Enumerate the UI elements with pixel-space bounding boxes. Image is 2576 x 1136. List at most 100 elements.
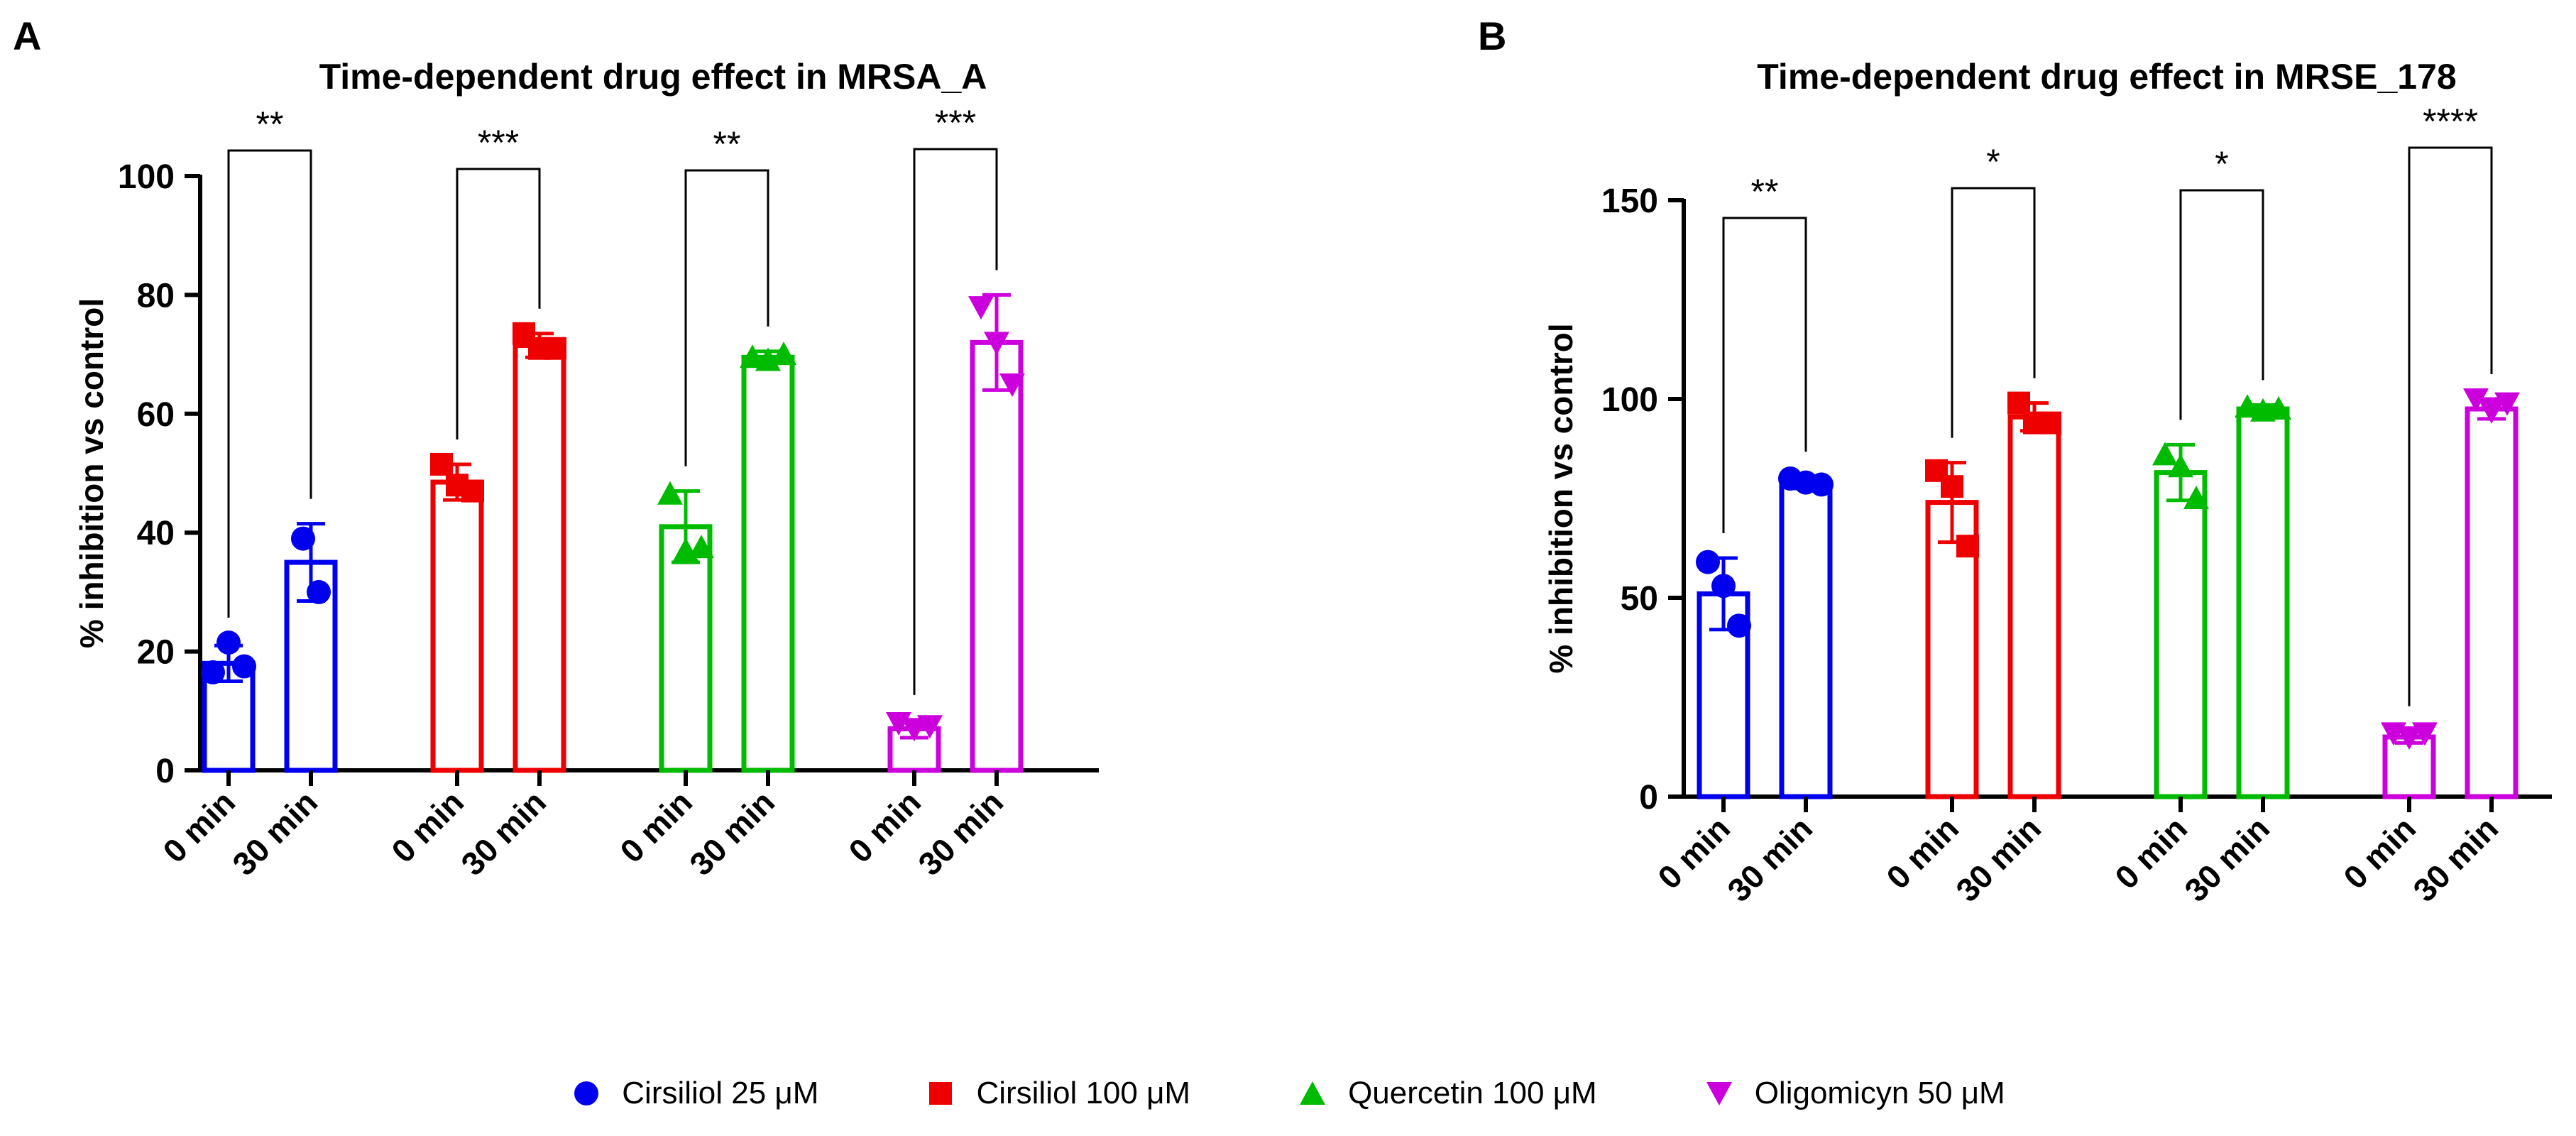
data-point (1809, 472, 1834, 497)
y-tick-label: 100 (118, 158, 175, 196)
data-point (984, 332, 1009, 356)
legend-label: Quercetin 100 μM (1348, 1076, 1597, 1110)
x-tick-label: 30 min (1949, 809, 2048, 909)
y-tick-label: 60 (137, 396, 175, 434)
data-point (886, 712, 911, 736)
legend-label: Cirsiliol 100 μM (976, 1076, 1191, 1110)
data-point (2494, 392, 2520, 416)
legend-item-cirsiliol-100: Cirsiliol 100 μM (925, 1076, 1190, 1111)
bar (513, 343, 566, 773)
x-tick-label: 30 min (682, 783, 782, 883)
data-point (232, 654, 256, 679)
bar (741, 354, 795, 773)
bar (2236, 406, 2290, 799)
square-marker-icon (929, 1082, 953, 1105)
legend-label: Cirsiliol 25 μM (622, 1076, 819, 1110)
significance-label: **** (2423, 102, 2478, 141)
data-point (217, 630, 241, 655)
data-point (2183, 486, 2209, 509)
bar (2465, 406, 2519, 799)
data-point (2039, 411, 2061, 435)
data-point (2479, 400, 2504, 424)
data-point (999, 373, 1025, 397)
legend-item-cirsiliol-25: Cirsiliol 25 μM (571, 1076, 818, 1111)
data-point (1711, 574, 1736, 599)
x-tick-label: 30 min (2177, 809, 2276, 909)
y-axis-label: % inhibition vs control (73, 298, 110, 648)
bar (430, 479, 484, 773)
y-tick-label: 80 (137, 277, 175, 315)
bar (970, 339, 1024, 773)
y-tick-label: 0 (155, 753, 175, 790)
data-point (430, 452, 453, 476)
y-tick-label: 40 (137, 515, 175, 552)
data-point (307, 579, 331, 604)
data-point (1727, 613, 1751, 638)
data-point (544, 337, 566, 360)
significance-bracket (456, 168, 541, 439)
data-point (2396, 726, 2422, 750)
data-point (968, 296, 994, 320)
triangle-up-marker-icon (1300, 1081, 1326, 1105)
y-tick-label: 20 (137, 634, 175, 672)
x-tick-label: 30 min (225, 783, 324, 883)
significance-label: ** (256, 104, 284, 144)
data-point (461, 479, 484, 503)
data-point (2412, 722, 2438, 746)
significance-label: ** (713, 124, 741, 164)
legend-item-quercetin-100: Quercetin 100 μM (1297, 1076, 1597, 1111)
bar (1779, 480, 1833, 799)
x-tick-label: 30 min (1720, 809, 1819, 909)
data-point (901, 718, 927, 742)
data-point (740, 344, 765, 368)
chart-title: Time-dependent drug effect in MRSA_A (319, 57, 987, 97)
legend-item-oligomicyn-50: Oligomicyn 50 μM (1704, 1076, 2005, 1111)
significance-bracket (684, 169, 769, 466)
significance-label: *** (478, 123, 519, 163)
data-point (2168, 454, 2193, 478)
legend-label: Oligomicyn 50 μM (1754, 1076, 2005, 1110)
y-tick-label: 100 (1601, 381, 1658, 419)
significance-bracket (913, 148, 998, 695)
data-point (1941, 475, 1963, 498)
data-point (291, 526, 315, 551)
y-tick-label: 0 (1639, 779, 1658, 816)
triangle-down-marker-icon (1706, 1082, 1732, 1105)
data-point (917, 715, 943, 739)
data-point (2007, 391, 2030, 415)
panel-label: A (13, 13, 41, 58)
data-point (2235, 394, 2260, 418)
significance-bracket (227, 149, 312, 618)
x-tick-label: 30 min (454, 783, 553, 883)
data-point (2463, 388, 2489, 412)
significance-bracket (1951, 187, 2036, 438)
legend: Cirsiliol 25 μM Cirsiliol 100 μM Quercet… (0, 1065, 2576, 1122)
significance-label: ** (1751, 172, 1779, 212)
bar (2154, 470, 2208, 799)
data-point (2266, 396, 2291, 420)
x-tick-label: 30 min (911, 783, 1010, 883)
data-point (755, 347, 781, 371)
significance-bracket (2408, 146, 2493, 706)
significance-label: * (1986, 142, 2000, 182)
y-tick-label: 50 (1621, 580, 1658, 618)
y-axis-label: % inhibition vs control (1542, 323, 1579, 673)
data-point (657, 481, 683, 505)
significance-bracket (1722, 217, 1807, 533)
significance-label: * (2215, 144, 2228, 184)
chart-title: Time-dependent drug effect in MRSE_178 (1757, 57, 2456, 97)
chart-panel-a: A Time-dependent drug effect in MRSA_A % i… (13, 13, 1099, 883)
bar (2007, 414, 2061, 799)
significance-bracket (2179, 189, 2264, 420)
data-point (201, 660, 225, 684)
y-tick-label: 150 (1601, 182, 1658, 220)
panel-label: B (1478, 13, 1506, 58)
data-point (2152, 442, 2178, 466)
chart-panel-b: B Time-dependent drug effect in MRSE_178%… (1478, 13, 2552, 909)
circle-marker-icon (574, 1081, 599, 1105)
significance-label: *** (935, 103, 976, 143)
data-point (1956, 535, 1979, 558)
data-point (1696, 550, 1720, 574)
data-point (771, 342, 796, 366)
